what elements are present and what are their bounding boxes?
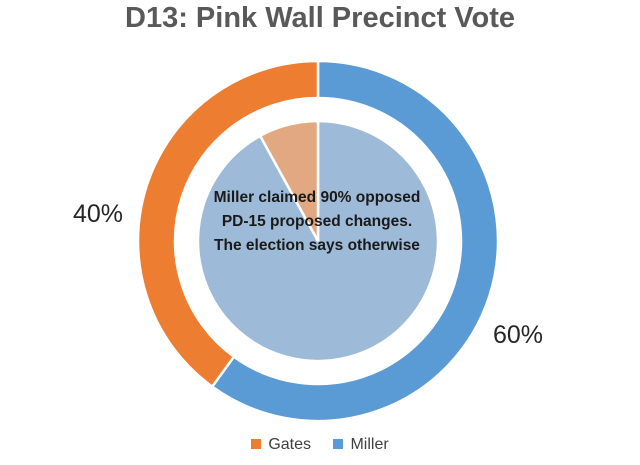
legend-label-gates: Gates bbox=[268, 436, 311, 453]
legend-item-gates: Gates bbox=[251, 436, 311, 454]
outer-ring bbox=[136, 59, 500, 423]
inner-pie-slice-gates bbox=[258, 119, 320, 242]
inner-pie bbox=[196, 119, 440, 363]
data-label-miller: 60% bbox=[493, 321, 543, 349]
chart-annotation: Miller claimed 90% opposed PD-15 propose… bbox=[213, 189, 421, 254]
chart-title: D13: Pink Wall Precinct Vote bbox=[125, 2, 515, 34]
data-labels: 60% 40% bbox=[73, 200, 543, 349]
data-label-gates: 40% bbox=[73, 200, 123, 228]
legend-item-miller: Miller bbox=[333, 436, 389, 454]
legend-swatch-gates bbox=[251, 439, 262, 449]
outer-ring-slice-miller bbox=[210, 59, 500, 423]
outer-ring-slice-gates bbox=[136, 59, 320, 389]
legend: Gates Miller bbox=[0, 436, 640, 454]
legend-swatch-miller bbox=[333, 439, 344, 449]
legend-label-miller: Miller bbox=[350, 436, 389, 453]
